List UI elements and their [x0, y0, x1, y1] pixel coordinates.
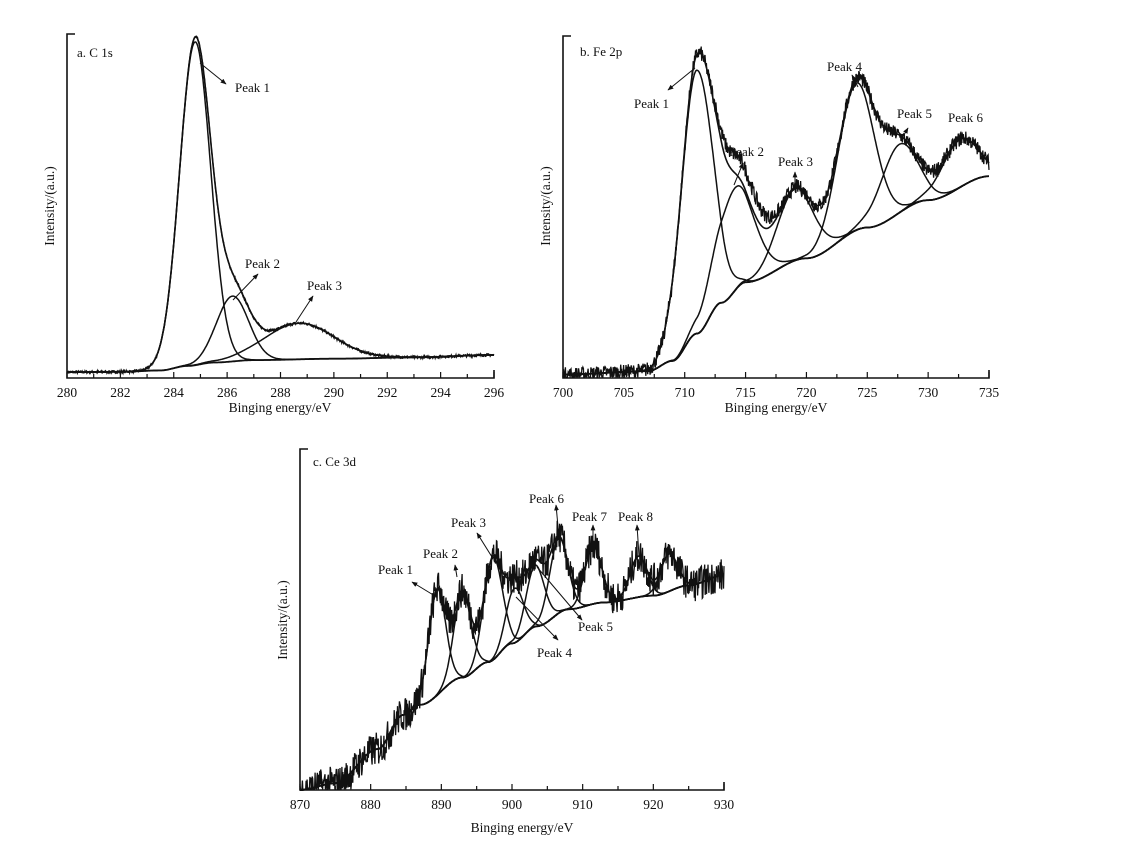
- experimental-spectrum: [66, 35, 495, 376]
- peak-label: Peak 2: [423, 546, 458, 561]
- peak-arrow: [536, 566, 583, 621]
- panel-c1s: a. C 1s Binging energy/eV Intensity/(a.u…: [42, 33, 505, 415]
- x-tick-label: 282: [110, 385, 130, 400]
- peak-label: Peak 7: [572, 509, 608, 524]
- x-tick-label: 290: [324, 385, 345, 400]
- x-tick-label: 700: [553, 385, 574, 400]
- x-tick-label: 284: [164, 385, 185, 400]
- peak-arrow: [453, 564, 459, 578]
- x-tick-label: 730: [918, 385, 939, 400]
- panel-label: b. Fe 2p: [580, 44, 622, 59]
- peak-arrow: [667, 67, 696, 91]
- x-tick-label: 288: [270, 385, 291, 400]
- x-tick-label: 735: [979, 385, 1000, 400]
- x-tick-label: 920: [643, 797, 664, 812]
- peak-label: Peak 3: [778, 154, 813, 169]
- axes-frame: [299, 448, 725, 791]
- peak-arrow: [733, 162, 744, 186]
- peak-arrow: [851, 74, 859, 88]
- x-tick-label: 880: [361, 797, 382, 812]
- peak-label: Peak 2: [729, 144, 764, 159]
- peak-label: Peak 6: [948, 110, 984, 125]
- experimental-spectrum: [562, 46, 990, 379]
- peak-label: Peak 6: [529, 491, 565, 506]
- peak-label: Peak 5: [578, 619, 613, 634]
- peak-arrow: [295, 295, 314, 323]
- peak-arrow: [476, 532, 493, 558]
- x-tick-label: 870: [290, 797, 311, 812]
- y-axis-label: Intensity/(a.u.): [42, 166, 57, 245]
- fit-component-peak-2: [563, 175, 989, 376]
- experimental-spectrum: [299, 520, 725, 790]
- fit-envelope: [67, 35, 494, 373]
- peak-label: Peak 1: [378, 562, 413, 577]
- x-tick-label: 900: [502, 797, 523, 812]
- peak-label: Peak 1: [634, 96, 669, 111]
- x-tick-label: 710: [675, 385, 696, 400]
- x-tick-label: 296: [484, 385, 505, 400]
- peak-label: Peak 8: [618, 509, 653, 524]
- x-tick-label: 715: [735, 385, 756, 400]
- peak-arrow: [554, 504, 560, 538]
- x-axis-label: Binging energy/eV: [229, 400, 332, 415]
- peak-label: Peak 2: [245, 256, 280, 271]
- peak-arrow: [411, 581, 436, 597]
- fit-component-peak-6: [563, 137, 990, 376]
- x-axis-label: Binging energy/eV: [471, 820, 574, 835]
- peak-label: Peak 1: [235, 80, 270, 95]
- peak-label: Peak 4: [827, 59, 863, 74]
- x-axis-label: Binging energy/eV: [725, 400, 828, 415]
- panel-label: a. C 1s: [77, 45, 113, 60]
- x-tick-label: 720: [796, 385, 817, 400]
- peak-arrow: [515, 596, 559, 641]
- x-tick-label: 280: [57, 385, 78, 400]
- y-axis-label: Intensity/(a.u.): [538, 166, 553, 245]
- panel-ce3d: c. Ce 3d Binging energy/eV Intensity/(a.…: [275, 448, 735, 835]
- fit-component-peak-2: [67, 295, 494, 373]
- peak-arrow: [199, 62, 227, 85]
- peak-label: Peak 5: [897, 106, 932, 121]
- fit-component-peak-1: [67, 41, 494, 373]
- x-tick-label: 930: [714, 797, 735, 812]
- peak-arrow: [232, 273, 259, 301]
- x-tick-label: 890: [431, 797, 452, 812]
- x-tick-label: 705: [614, 385, 635, 400]
- background-line: [563, 175, 989, 376]
- peak-label: Peak 3: [307, 278, 342, 293]
- fit-component-peak-3: [563, 175, 989, 376]
- x-tick-label: 292: [377, 385, 397, 400]
- peak-label: Peak 4: [537, 645, 573, 660]
- x-tick-label: 725: [857, 385, 878, 400]
- peak-arrow: [900, 127, 909, 141]
- panel-label: c. Ce 3d: [313, 454, 356, 469]
- x-tick-label: 294: [431, 385, 452, 400]
- x-tick-label: 910: [573, 797, 594, 812]
- peak-label: Peak 3: [451, 515, 486, 530]
- axes-frame: [562, 35, 990, 379]
- y-axis-label: Intensity/(a.u.): [275, 580, 290, 659]
- fit-component-peak-3: [67, 322, 494, 373]
- x-tick-label: 286: [217, 385, 238, 400]
- panel-fe2p: b. Fe 2p Binging energy/eV Intensity/(a.…: [538, 35, 1000, 415]
- peak-arrow: [634, 524, 640, 557]
